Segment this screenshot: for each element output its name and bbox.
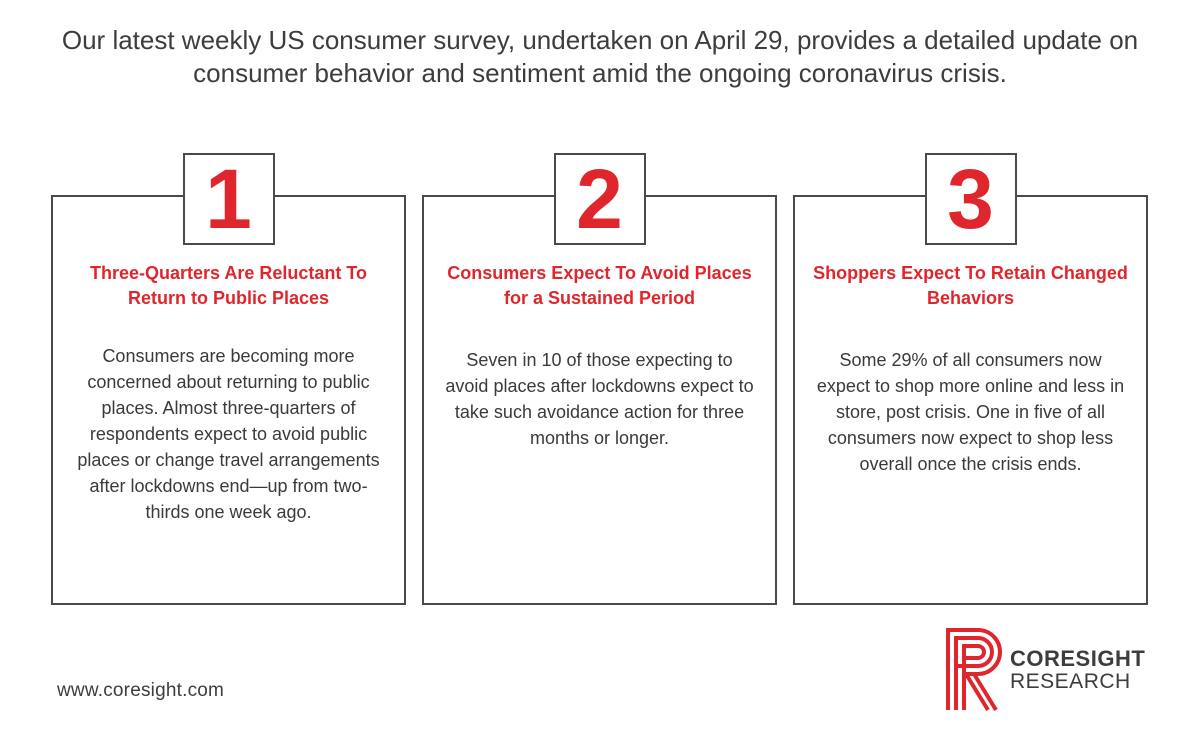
card-number-2: 2 bbox=[553, 153, 646, 245]
card-title-3: Shoppers Expect To Retain Changed Behavi… bbox=[813, 263, 1128, 308]
card-body-1: Consumers are becoming more concerned ab… bbox=[77, 346, 380, 522]
headline: Our latest weekly US consumer survey, un… bbox=[61, 25, 1139, 88]
card-number-1: 1 bbox=[182, 153, 275, 245]
card-body-2: Seven in 10 of those expecting to avoid … bbox=[445, 350, 754, 448]
card-title-2: Consumers Expect To Avoid Places for a S… bbox=[447, 263, 752, 308]
card-title-1: Three-Quarters Are Reluctant To Return t… bbox=[89, 263, 368, 308]
card-1: 1 Three-Quarters Are Reluctant To Return… bbox=[51, 153, 406, 605]
logo-wordmark-line2: RESEARCH bbox=[1010, 670, 1131, 693]
footer-url[interactable]: www.coresight.com bbox=[57, 680, 225, 701]
card-3: 3 Shoppers Expect To Retain Changed Beha… bbox=[793, 153, 1148, 605]
coresight-logo-mark-icon bbox=[946, 628, 1002, 712]
coresight-logo: CORESIGHT RESEARCH bbox=[944, 626, 1154, 712]
card-2: 2 Consumers Expect To Avoid Places for a… bbox=[422, 153, 777, 605]
card-body-3: Some 29% of all consumers now expect to … bbox=[816, 350, 1125, 474]
card-number-3: 3 bbox=[924, 153, 1017, 245]
logo-wordmark-line1: CORESIGHT bbox=[1010, 646, 1146, 671]
